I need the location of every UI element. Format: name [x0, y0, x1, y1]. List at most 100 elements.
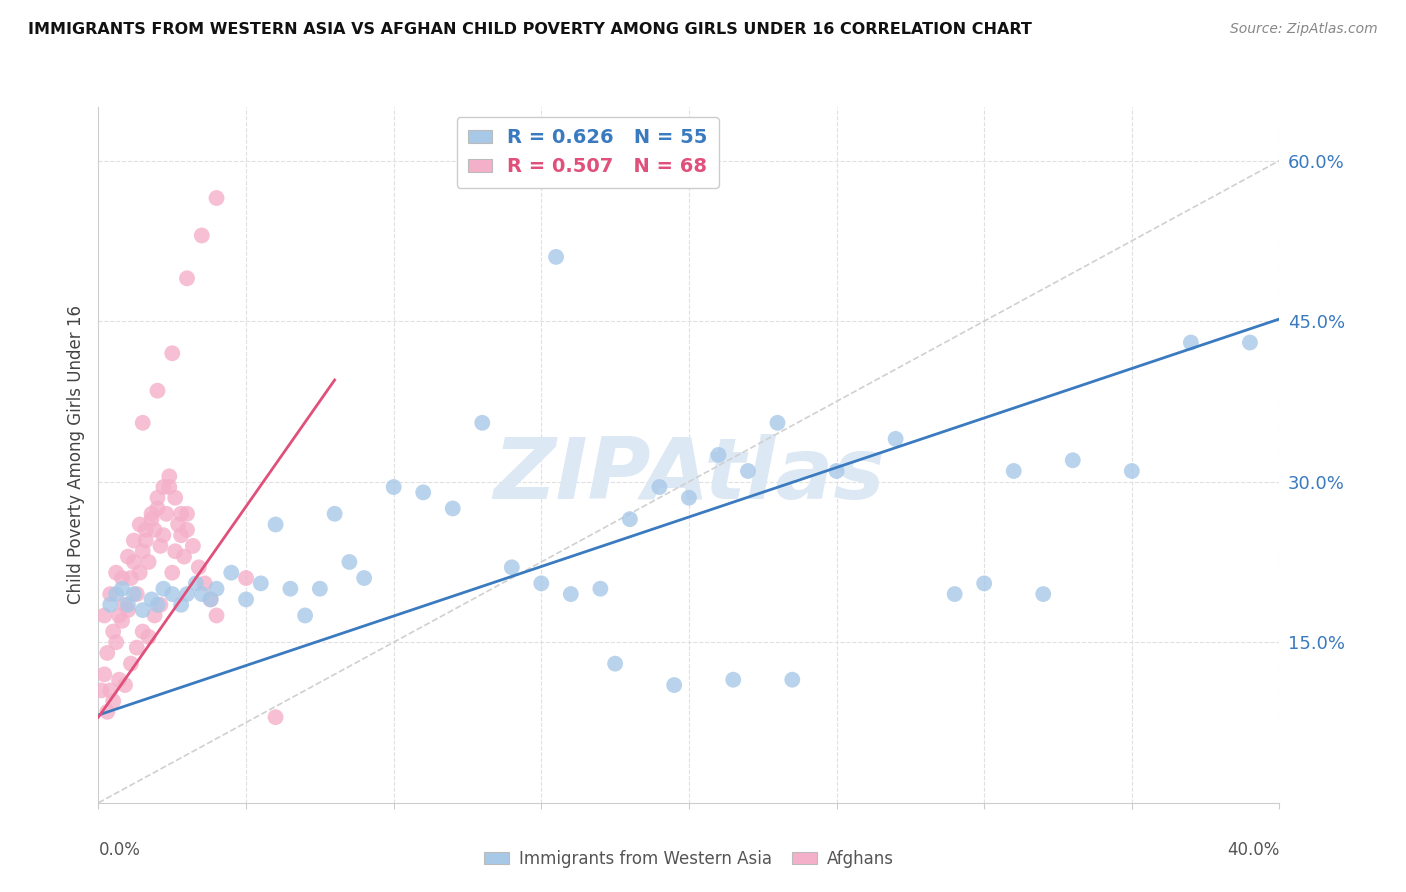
- Point: [1180, 335, 1202, 350]
- Point: [250, 576, 273, 591]
- Text: IMMIGRANTS FROM WESTERN ASIA VS AFGHAN CHILD POVERTY AMONG GIRLS UNDER 16 CORREL: IMMIGRANTS FROM WESTERN ASIA VS AFGHAN C…: [28, 22, 1032, 37]
- Point: [162, 587, 183, 601]
- Point: [98, 598, 121, 612]
- Point: [176, 587, 198, 601]
- Point: [146, 491, 169, 505]
- Point: [138, 555, 160, 569]
- Point: [141, 507, 163, 521]
- Point: [382, 480, 405, 494]
- Point: [93, 667, 115, 681]
- Point: [120, 657, 142, 671]
- Point: [191, 228, 214, 243]
- Point: [648, 480, 671, 494]
- Point: [157, 480, 180, 494]
- Point: [149, 539, 172, 553]
- Point: [167, 517, 190, 532]
- Point: [723, 673, 745, 687]
- Point: [111, 614, 134, 628]
- Point: [294, 608, 316, 623]
- Point: [200, 592, 222, 607]
- Point: [111, 582, 134, 596]
- Point: [707, 448, 730, 462]
- Point: [973, 576, 995, 591]
- Point: [96, 705, 118, 719]
- Point: [235, 592, 257, 607]
- Point: [825, 464, 848, 478]
- Point: [149, 598, 172, 612]
- Point: [132, 544, 155, 558]
- Point: [105, 635, 128, 649]
- Point: [165, 544, 187, 558]
- Point: [412, 485, 434, 500]
- Point: [146, 598, 169, 612]
- Point: [117, 549, 139, 564]
- Point: [105, 587, 128, 601]
- Point: [170, 528, 193, 542]
- Point: [441, 501, 464, 516]
- Text: ZIPAtlas: ZIPAtlas: [494, 434, 884, 517]
- Point: [165, 491, 187, 505]
- Point: [155, 507, 177, 521]
- Point: [309, 582, 332, 596]
- Point: [605, 657, 627, 671]
- Point: [141, 512, 163, 526]
- Point: [205, 582, 228, 596]
- Point: [152, 528, 174, 542]
- Point: [530, 576, 553, 591]
- Point: [135, 533, 157, 548]
- Point: [108, 673, 131, 687]
- Point: [128, 517, 150, 532]
- Point: [105, 566, 128, 580]
- Point: [152, 582, 174, 596]
- Point: [117, 598, 139, 612]
- Point: [184, 576, 207, 591]
- Text: Source: ZipAtlas.com: Source: ZipAtlas.com: [1230, 22, 1378, 37]
- Point: [589, 582, 612, 596]
- Point: [114, 678, 136, 692]
- Point: [162, 566, 183, 580]
- Point: [128, 566, 150, 580]
- Text: 0.0%: 0.0%: [98, 841, 141, 859]
- Point: [162, 346, 183, 360]
- Point: [114, 598, 136, 612]
- Point: [103, 694, 125, 708]
- Point: [264, 710, 287, 724]
- Point: [146, 501, 169, 516]
- Point: [132, 416, 155, 430]
- Point: [132, 624, 155, 639]
- Y-axis label: Child Poverty Among Girls Under 16: Child Poverty Among Girls Under 16: [66, 305, 84, 605]
- Point: [264, 517, 287, 532]
- Point: [501, 560, 523, 574]
- Point: [176, 507, 198, 521]
- Point: [278, 582, 302, 596]
- Point: [664, 678, 686, 692]
- Point: [170, 507, 193, 521]
- Point: [1002, 464, 1025, 478]
- Point: [103, 624, 125, 639]
- Point: [98, 683, 121, 698]
- Point: [353, 571, 375, 585]
- Point: [546, 250, 568, 264]
- Point: [205, 191, 228, 205]
- Point: [125, 587, 148, 601]
- Point: [170, 598, 193, 612]
- Point: [96, 646, 118, 660]
- Point: [737, 464, 759, 478]
- Point: [122, 587, 145, 601]
- Point: [143, 608, 166, 623]
- Point: [125, 640, 148, 655]
- Point: [157, 469, 180, 483]
- Point: [108, 608, 131, 623]
- Point: [200, 592, 222, 607]
- Point: [205, 608, 228, 623]
- Point: [138, 630, 160, 644]
- Point: [782, 673, 804, 687]
- Point: [471, 416, 494, 430]
- Point: [132, 603, 155, 617]
- Point: [173, 549, 195, 564]
- Point: [1032, 587, 1054, 601]
- Point: [560, 587, 582, 601]
- Point: [176, 271, 198, 285]
- Point: [98, 587, 121, 601]
- Point: [678, 491, 700, 505]
